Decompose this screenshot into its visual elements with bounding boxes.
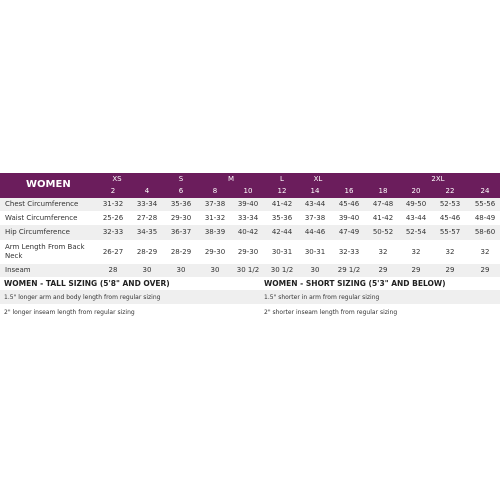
cell: 32 <box>378 247 388 256</box>
cell: 43-44 <box>405 213 427 222</box>
cell: 30 <box>310 266 320 274</box>
cell: 48-49 <box>474 213 496 222</box>
row-label: Arm Length From Back Neck <box>5 243 85 260</box>
row-label: Chest Circumference <box>5 200 79 208</box>
cell: 29-30 <box>170 213 192 222</box>
row-band <box>0 198 500 211</box>
size-label: 18 <box>378 187 388 195</box>
header-title: WOMEN <box>26 179 71 190</box>
cell: 31-32 <box>102 200 124 208</box>
cell: 35-36 <box>271 213 293 222</box>
note-band <box>0 290 500 304</box>
cell: 43-44 <box>304 200 326 208</box>
cell: 55-57 <box>439 228 461 236</box>
cell: 29 <box>480 266 490 274</box>
size-label: 24 <box>480 187 490 195</box>
cell: 52-54 <box>405 228 427 236</box>
section-title: WOMEN - SHORT SIZING (5'3" AND BELOW) <box>264 279 446 288</box>
cell: 34-35 <box>136 228 158 236</box>
size-label: 2 <box>110 187 116 195</box>
note: 1.5" longer arm and body length from reg… <box>4 294 161 301</box>
size-group: XL <box>313 175 323 183</box>
cell: 32 <box>411 247 421 256</box>
row-label: Inseam <box>5 266 31 274</box>
size-label: 22 <box>445 187 455 195</box>
row-label: Hip Circumference <box>5 228 70 236</box>
cell: 41-42 <box>372 213 394 222</box>
cell: 55-56 <box>474 200 496 208</box>
size-label: 12 <box>277 187 287 195</box>
cell: 39-40 <box>237 200 259 208</box>
cell: 30 1/2 <box>236 266 260 274</box>
note: 2" longer inseam length from regular siz… <box>4 309 135 316</box>
cell: 41-42 <box>271 200 293 208</box>
cell: 29 <box>411 266 421 274</box>
cell: 39-40 <box>338 213 360 222</box>
cell: 58-60 <box>474 228 496 236</box>
cell: 29 1/2 <box>337 266 361 274</box>
row-band <box>0 225 500 240</box>
cell: 47-49 <box>338 228 360 236</box>
cell: 47-48 <box>372 200 394 208</box>
size-group: S <box>178 175 184 183</box>
row-band <box>0 264 500 277</box>
size-label: 6 <box>178 187 184 195</box>
size-group: M <box>227 175 235 183</box>
note: 1.5" shorter in arm from regular sizing <box>264 294 380 301</box>
cell: 40-42 <box>237 228 259 236</box>
cell: 33-34 <box>136 200 158 208</box>
cell: 33-34 <box>237 213 259 222</box>
cell: 32-33 <box>102 228 124 236</box>
row-label: Waist Circumference <box>5 213 78 222</box>
note: 2" shorter inseam length from regular si… <box>264 309 398 316</box>
cell: 44-46 <box>304 228 326 236</box>
cell: 27-28 <box>136 213 158 222</box>
size-label: 14 <box>310 187 320 195</box>
cell: 29 <box>378 266 388 274</box>
cell: 30-31 <box>304 247 326 256</box>
header-band <box>0 173 500 198</box>
size-label: 4 <box>144 187 150 195</box>
cell: 30 1/2 <box>270 266 294 274</box>
cell: 35-36 <box>170 200 192 208</box>
cell: 26-27 <box>102 247 124 256</box>
cell: 30 <box>176 266 186 274</box>
cell: 30-31 <box>271 247 293 256</box>
cell: 49-50 <box>405 200 427 208</box>
cell: 42-44 <box>271 228 293 236</box>
cell: 25-26 <box>102 213 124 222</box>
cell: 28 <box>108 266 118 274</box>
cell: 50-52 <box>372 228 394 236</box>
cell: 31-32 <box>204 213 226 222</box>
size-label: 20 <box>411 187 421 195</box>
cell: 45-46 <box>338 200 360 208</box>
cell: 29-30 <box>204 247 226 256</box>
cell: 45-46 <box>439 213 461 222</box>
cell: 32 <box>480 247 490 256</box>
size-label: 16 <box>344 187 354 195</box>
size-group: L <box>280 175 284 183</box>
cell: 38-39 <box>204 228 226 236</box>
cell: 28-29 <box>136 247 158 256</box>
size-label: 8 <box>212 187 218 195</box>
cell: 32 <box>445 247 455 256</box>
cell: 30 <box>142 266 152 274</box>
size-label: 10 <box>243 187 253 195</box>
cell: 29 <box>445 266 455 274</box>
cell: 29-30 <box>237 247 259 256</box>
size-group: XS <box>112 175 122 183</box>
cell: 37-38 <box>204 200 226 208</box>
cell: 52-53 <box>439 200 461 208</box>
cell: 28-29 <box>170 247 192 256</box>
cell: 36-37 <box>170 228 192 236</box>
section-title: WOMEN - TALL SIZING (5'8" AND OVER) <box>4 279 170 288</box>
cell: 32-33 <box>338 247 360 256</box>
cell: 37-38 <box>304 213 326 222</box>
cell: 30 <box>210 266 220 274</box>
size-group: 2XL <box>431 175 445 183</box>
